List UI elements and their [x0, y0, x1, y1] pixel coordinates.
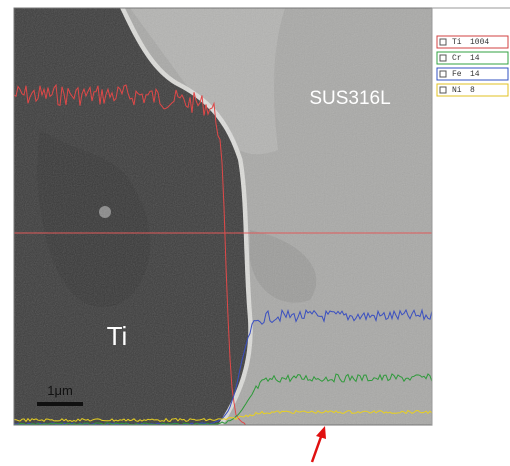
legend-box — [436, 35, 509, 49]
legend-swatch — [439, 70, 447, 78]
legend-element: Ni — [452, 86, 462, 95]
trace — [14, 409, 432, 423]
legend-element: Cr — [452, 54, 462, 63]
legend-count: 14 — [470, 70, 480, 79]
legend: Ti 1004 Cr 14 Fe 14 Ni 8 — [436, 35, 509, 97]
legend-box — [436, 67, 509, 81]
noise — [14, 8, 432, 425]
legend-element: Fe — [452, 70, 462, 79]
trace — [14, 83, 253, 425]
region-label: SUS316L — [309, 88, 390, 109]
arrow-head — [316, 426, 326, 439]
legend-box — [436, 51, 509, 65]
legend-element: Ti — [452, 38, 462, 47]
legend-swatch — [439, 54, 447, 62]
scale-label: 1μm — [47, 383, 73, 398]
legend-box — [436, 83, 509, 97]
legend-count: 14 — [470, 54, 480, 63]
region-label: Ti — [107, 321, 128, 351]
legend-count: 8 — [470, 86, 475, 95]
trace — [14, 373, 432, 425]
line-scan — [14, 83, 432, 425]
legend-count: 1004 — [470, 38, 489, 47]
arrow — [310, 433, 324, 463]
legend-swatch — [439, 86, 447, 94]
micrograph — [14, 8, 432, 425]
legend-swatch — [439, 38, 447, 46]
scale-bar — [37, 402, 83, 406]
